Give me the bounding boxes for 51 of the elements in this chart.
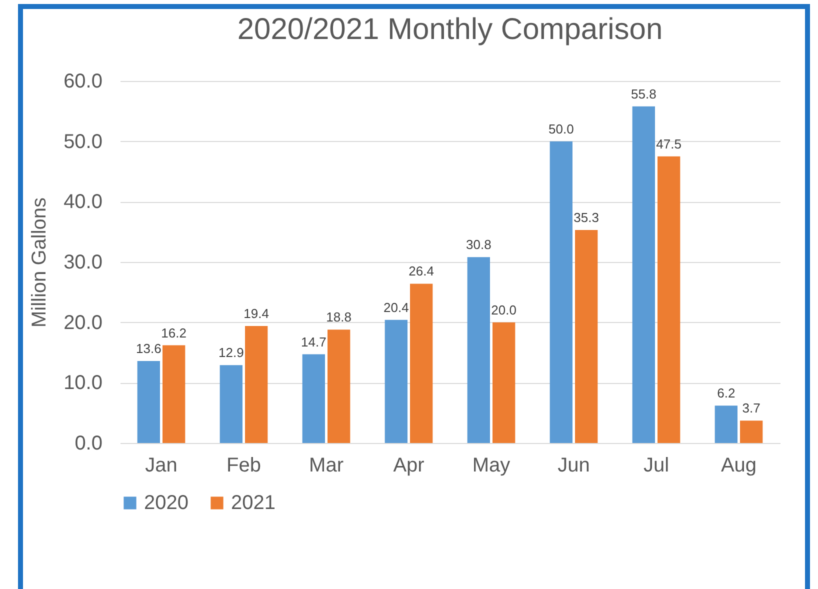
bar bbox=[467, 257, 490, 443]
bar bbox=[550, 141, 572, 443]
data-label: 19.4 bbox=[244, 306, 269, 321]
data-label: 20.0 bbox=[491, 302, 516, 318]
x-tick-label: Jun bbox=[558, 454, 590, 476]
data-label: 14.7 bbox=[301, 334, 326, 350]
bar bbox=[302, 354, 325, 443]
bar bbox=[740, 420, 763, 443]
y-tick-label: 50.0 bbox=[64, 130, 102, 153]
data-label: 3.7 bbox=[742, 400, 760, 416]
y-tick-label: 10.0 bbox=[64, 372, 102, 394]
y-tick-label: 30.0 bbox=[64, 252, 102, 274]
data-label: 47.5 bbox=[656, 136, 682, 152]
bar bbox=[162, 345, 186, 443]
data-label: 13.6 bbox=[136, 340, 162, 356]
y-tick-label: 20.0 bbox=[64, 312, 102, 334]
legend-label: 2020 bbox=[144, 492, 188, 514]
x-tick-label: Jul bbox=[643, 454, 670, 476]
bar bbox=[658, 156, 680, 443]
data-label: 30.8 bbox=[466, 237, 492, 252]
data-label: 35.3 bbox=[574, 210, 599, 226]
data-label: 26.4 bbox=[408, 264, 434, 279]
x-tick-label: Apr bbox=[393, 454, 425, 476]
bar bbox=[220, 365, 242, 443]
bar bbox=[384, 320, 408, 443]
data-label: 6.2 bbox=[717, 386, 736, 401]
data-label: 16.2 bbox=[161, 325, 186, 340]
x-tick-label: Jan bbox=[145, 454, 178, 476]
bar bbox=[492, 322, 516, 443]
bar bbox=[328, 330, 350, 443]
x-tick-label: Aug bbox=[720, 454, 757, 476]
bar bbox=[410, 284, 433, 443]
bar bbox=[137, 360, 160, 443]
data-label: 18.8 bbox=[326, 310, 352, 325]
bar bbox=[632, 106, 655, 443]
y-tick-label: 60.0 bbox=[64, 70, 102, 92]
x-tick-label: Mar bbox=[309, 454, 344, 476]
data-label: 12.9 bbox=[218, 345, 244, 360]
data-label: 55.8 bbox=[631, 86, 656, 102]
bar bbox=[575, 230, 598, 443]
x-tick-label: May bbox=[472, 454, 510, 476]
data-label: 50.0 bbox=[548, 121, 574, 136]
x-tick-label: Feb bbox=[226, 454, 261, 476]
bar bbox=[245, 326, 268, 443]
y-axis-title: Million Gallons bbox=[28, 197, 51, 328]
legend-label: 2021 bbox=[231, 492, 276, 514]
y-tick-label: 0.0 bbox=[74, 432, 102, 454]
bar bbox=[714, 406, 738, 443]
data-label: 20.4 bbox=[384, 300, 409, 315]
y-tick-label: 40.0 bbox=[64, 191, 102, 214]
chart-title: 2020/2021 Monthly Comparison bbox=[237, 13, 663, 46]
